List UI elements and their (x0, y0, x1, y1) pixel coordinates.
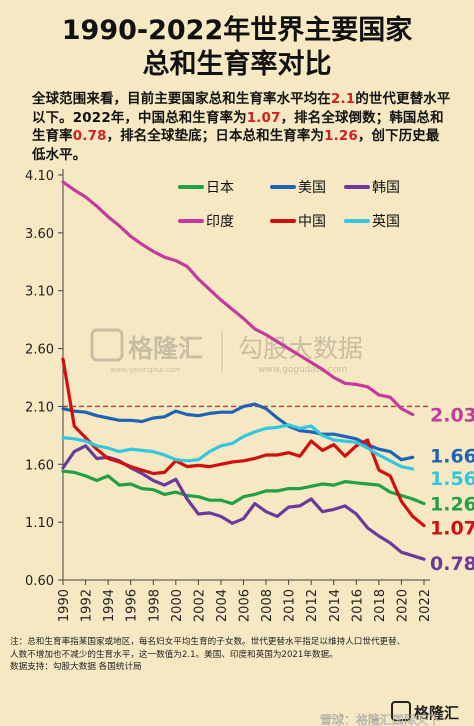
watermark-logo-icon (90, 328, 124, 362)
x-tick-label: 2000 (170, 589, 185, 622)
y-tick-label: 1.60 (25, 458, 54, 473)
footnote: 注：总和生育率指某国家或地区，每名妇女平均生育的子女数。世代更替水平指足以维持人… (10, 636, 465, 674)
end-label-china: 1.07 (430, 518, 474, 540)
x-tick-label: 1994 (102, 589, 117, 622)
x-tick-label: 1996 (125, 589, 140, 622)
series-line-usa (61, 402, 415, 462)
x-tick-label: 2020 (395, 589, 410, 622)
watermark-url-2: www.gogudata.com (258, 365, 347, 375)
y-tick-label: 4.10 (25, 169, 54, 184)
y-tick-label: 3.10 (25, 285, 54, 300)
title-line-1: 1990-2022年世界主要国家 (61, 15, 413, 46)
x-tick-label: 2004 (215, 589, 230, 622)
intro-text-5: ，创下历史最低水平。 (32, 129, 440, 163)
end-label-korea: 0.78 (430, 553, 474, 575)
watermark: 格隆汇 www.gelonghui.com 勾股大数据 www.gogudata… (90, 328, 363, 375)
x-tick-label: 2010 (283, 589, 298, 622)
end-label-uk: 1.56 (430, 468, 474, 490)
y-tick-label: 2.10 (25, 400, 54, 415)
y-tick-label: 3.60 (25, 227, 54, 242)
plot-area: 1.26 1.66 0.78 2.03 1.07 1.56 (61, 180, 474, 575)
end-label-india: 2.03 (430, 405, 474, 427)
x-tick-label: 1998 (147, 589, 162, 622)
end-label-japan: 1.26 (430, 494, 474, 516)
intro-value-1: 2.1 (331, 92, 356, 107)
data-source: 数据支持：勾股大数据 各国统计局 (10, 662, 142, 673)
x-tick-label: 1990 (57, 589, 72, 622)
y-tick-label: 1.10 (25, 516, 54, 531)
x-tick-label: 2002 (192, 589, 207, 622)
footnote-line-1: 注：总和生育率指某国家或地区，每名妇女平均生育的子女数。世代更替水平指足以维持人… (10, 637, 406, 647)
y-tick-label: 2.60 (25, 343, 54, 358)
series-line-japan (61, 469, 426, 506)
watermark-logo-2: 勾股大数据 (238, 334, 363, 363)
fertility-line-chart: 格隆汇 www.gelonghui.com 勾股大数据 www.gogudata… (25, 169, 474, 622)
chart-title: 1990-2022年世界主要国家 总和生育率对比 (0, 14, 474, 82)
intro-value-4: 1.26 (324, 129, 358, 144)
series-line-india (61, 180, 415, 417)
series-line-china (61, 357, 426, 528)
footer-brand: 格隆汇 (414, 704, 459, 722)
x-tick-label: 2022 (418, 589, 433, 622)
footer-brand-icon (391, 701, 411, 721)
intro-value-2: 1.07 (246, 110, 281, 126)
footnote-line-2: 人数不增加也不减少的生育水平，这一数值为2.1。美国、印度和英国为2021年数据… (10, 649, 338, 660)
intro-text-2: 的世代更替水平以下。2022年，中国总和生育率为 (32, 92, 451, 126)
legend-label-india: 印度 (206, 214, 234, 230)
watermark-url-1: www.gelonghui.com (110, 366, 181, 374)
legend-label-japan: 日本 (206, 180, 234, 196)
footer-bar: 格隆汇 雪球：格隆汇国际天下 (320, 701, 459, 726)
intro-value-3: 0.78 (72, 129, 107, 144)
legend-label-uk: 英国 (372, 213, 400, 230)
legend-label-usa: 美国 (298, 180, 326, 196)
watermark-logo-1: 格隆汇 (128, 334, 203, 363)
y-tick-label: 0.60 (25, 574, 54, 589)
title-line-2: 总和生育率对比 (142, 49, 332, 80)
intro-text-3: ，排名全球倒数；韩国总和生育率 (32, 110, 444, 145)
x-tick-label: 1992 (80, 589, 95, 622)
intro-paragraph: 全球范围来看，目前主要国家总和生育率水平均在2.1的世代更替水平以下。2022年… (32, 91, 452, 165)
footer-social: 雪球：格隆汇国际天下 (320, 712, 440, 726)
x-tick-label: 2014 (328, 589, 343, 622)
x-tick-label: 2008 (260, 589, 275, 622)
x-tick-label: 2012 (305, 589, 320, 622)
x-tick-label: 2018 (373, 589, 388, 622)
series-line-uk (61, 423, 415, 471)
legend-label-korea: 韩国 (372, 180, 400, 196)
intro-text-1: 全球范围来看，目前主要国家总和生育率水平均在 (32, 92, 331, 107)
end-label-usa: 1.66 (430, 445, 474, 467)
legend-label-china: 中国 (298, 214, 326, 230)
x-tick-label: 2016 (350, 589, 365, 622)
intro-text-4: ，排名全球垫底；日本总和生育率为 (106, 129, 325, 144)
x-tick-label: 2006 (238, 589, 253, 622)
